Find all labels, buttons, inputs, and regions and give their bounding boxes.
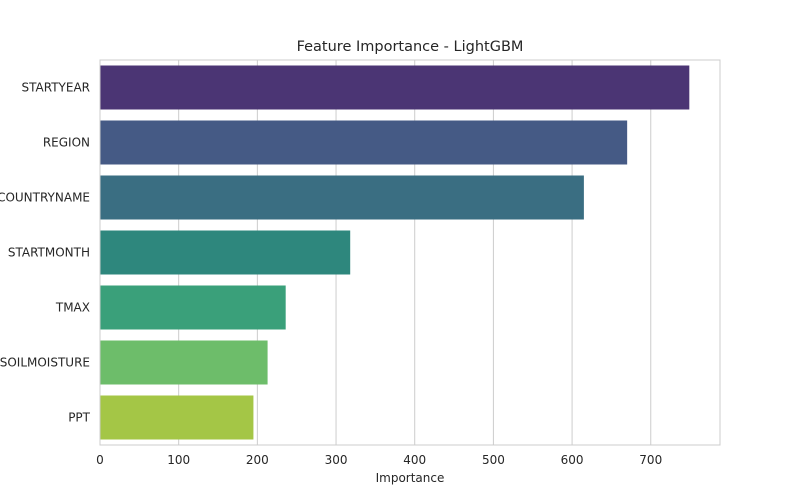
x-tick-label: 400 bbox=[403, 453, 426, 467]
x-tick-label: 700 bbox=[639, 453, 662, 467]
y-tick-label-startmonth: STARTMONTH bbox=[8, 246, 90, 260]
x-tick-label: 300 bbox=[325, 453, 348, 467]
x-tick-label: 600 bbox=[561, 453, 584, 467]
x-tick-label: 0 bbox=[96, 453, 104, 467]
y-tick-labels: STARTYEAR REGION COUNTRYNAME STARTMONTH TMAX… bbox=[0, 81, 91, 425]
chart-title: Feature Importance - LightGBM bbox=[297, 39, 524, 55]
y-tick-label-region: REGION bbox=[43, 136, 90, 150]
bar-soilmoisture bbox=[100, 340, 268, 385]
x-tick-label: 200 bbox=[246, 453, 269, 467]
bar-tmax bbox=[100, 285, 286, 330]
bar-countryname bbox=[100, 175, 584, 220]
x-tick-label: 100 bbox=[167, 453, 190, 467]
x-tick-labels: 0 100 200 300 400 500 600 700 bbox=[96, 453, 662, 467]
y-tick-label-countryname: COUNTRYNAME bbox=[0, 191, 90, 205]
y-tick-label-startyear: STARTYEAR bbox=[22, 81, 90, 95]
bars bbox=[100, 65, 690, 440]
bar-startyear bbox=[100, 65, 690, 110]
y-tick-label-soilmoisture: SOILMOISTURE bbox=[0, 356, 90, 370]
bar-startmonth bbox=[100, 230, 351, 275]
y-tick-label-ppt: PPT bbox=[68, 411, 90, 425]
x-tick-label: 500 bbox=[482, 453, 505, 467]
bar-region bbox=[100, 120, 628, 165]
plot-frame bbox=[99, 59, 721, 446]
bar-ppt bbox=[100, 395, 254, 440]
x-axis-title: Importance bbox=[376, 471, 445, 485]
y-tick-label-tmax: TMAX bbox=[55, 301, 90, 315]
